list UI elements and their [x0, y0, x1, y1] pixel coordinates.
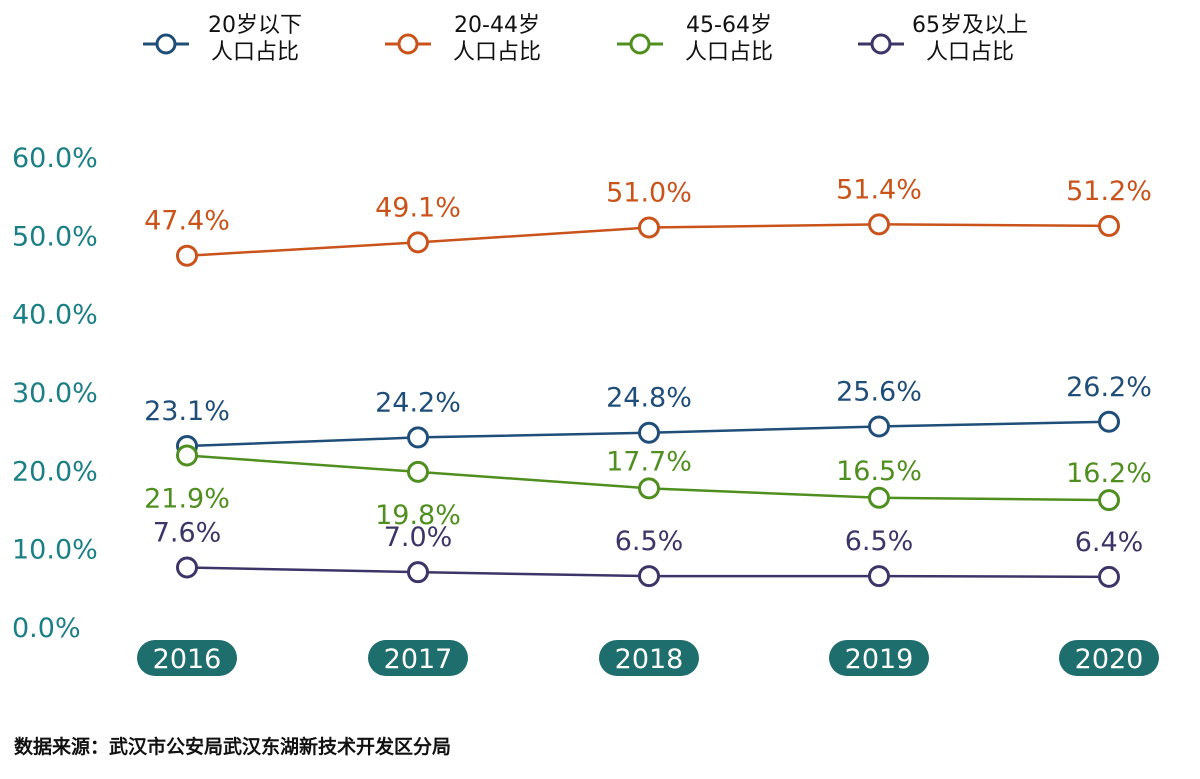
data-point — [176, 444, 198, 467]
data-point — [868, 213, 890, 236]
y-axis: 0.0% 10.0% 20.0% 30.0% 40.0% 50.0% 60.0% — [12, 143, 98, 644]
x-tick-label: 2018 — [615, 644, 684, 675]
data-point — [868, 415, 890, 438]
data-label: 21.9% — [144, 483, 230, 514]
data-point — [868, 565, 890, 588]
data-label: 51.4% — [836, 174, 922, 205]
data-label: 24.8% — [606, 383, 692, 414]
data-point — [176, 244, 198, 267]
data-label: 25.6% — [836, 376, 922, 407]
x-tick-badge-bg — [829, 640, 929, 676]
data-point — [176, 556, 198, 579]
y-tick-label: 10.0% — [12, 535, 98, 566]
data-label: 17.7% — [606, 446, 692, 477]
x-tick-label: 2017 — [384, 644, 453, 675]
data-label: 6.5% — [615, 526, 684, 557]
data-label: 7.0% — [384, 522, 453, 553]
data-label: 7.6% — [153, 517, 222, 548]
legend-marker — [870, 33, 892, 55]
series-3: 21.9% 19.8% 17.7% 16.5% 16.2% — [144, 444, 1152, 531]
data-point — [638, 477, 660, 500]
plot-area: 23.1% 24.2% 24.8% 25.6% 26.2% 47.4% 49.1% 51.0%… — [144, 174, 1152, 588]
x-tick-badge: 2019 — [829, 640, 929, 676]
data-point — [868, 486, 890, 509]
data-label: 16.5% — [836, 456, 922, 487]
legend-label: 人口占比 — [211, 40, 299, 65]
data-point — [1098, 565, 1120, 588]
data-point — [407, 460, 429, 483]
data-label: 49.1% — [375, 192, 461, 223]
data-label: 23.1% — [144, 396, 230, 427]
source-note: 数据来源：武汉市公安局武汉东湖新技术开发区分局 — [14, 735, 451, 758]
data-point — [407, 561, 429, 584]
x-tick-label: 2019 — [845, 644, 914, 675]
data-label: 51.0% — [606, 178, 692, 209]
y-tick-label: 20.0% — [12, 456, 98, 487]
legend-label: 人口占比 — [453, 40, 541, 65]
x-tick-badge: 2020 — [1059, 640, 1159, 676]
data-point — [1098, 410, 1120, 433]
legend-label: 45-64岁 — [686, 13, 772, 38]
data-label: 6.4% — [1075, 527, 1144, 558]
data-point — [638, 565, 660, 588]
data-label: 6.5% — [845, 526, 914, 557]
y-tick-label: 40.0% — [12, 300, 98, 331]
legend-marker — [155, 33, 177, 55]
x-tick-badge: 2016 — [137, 640, 237, 676]
x-tick-label: 2016 — [153, 644, 222, 675]
x-tick-badge: 2018 — [599, 640, 699, 676]
legend-label: 人口占比 — [926, 40, 1014, 65]
data-label: 19.8% — [375, 500, 461, 531]
data-label: 26.2% — [1066, 372, 1152, 403]
x-tick-badge-bg — [1059, 640, 1159, 676]
series-1: 23.1% 24.2% 24.8% 25.6% 26.2% — [144, 372, 1152, 458]
data-point — [407, 231, 429, 254]
legend-marker — [629, 33, 651, 55]
legend-label: 65岁及以上 — [912, 13, 1028, 38]
data-label: 16.2% — [1066, 458, 1152, 489]
x-tick-label: 2020 — [1075, 644, 1144, 675]
x-tick-badge: 2017 — [368, 640, 468, 676]
data-point — [638, 421, 660, 444]
series-4: 7.6% 7.0% 6.5% 6.5% 6.4% — [153, 517, 1144, 588]
y-tick-label: 0.0% — [12, 613, 81, 644]
legend-label: 人口占比 — [685, 40, 773, 65]
data-point — [407, 426, 429, 449]
legend-label: 20岁以下 — [208, 13, 302, 38]
x-tick-badge-bg — [368, 640, 468, 676]
x-axis: 2016 2017 2018 2019 2020 — [137, 640, 1159, 676]
data-point — [1098, 489, 1120, 512]
series-2: 47.4% 49.1% 51.0% 51.4% 51.2% — [144, 174, 1152, 267]
y-tick-label: 50.0% — [12, 221, 98, 252]
data-point — [1098, 214, 1120, 237]
data-point — [638, 216, 660, 239]
x-tick-badge-bg — [599, 640, 699, 676]
x-tick-badge-bg — [137, 640, 237, 676]
data-label: 47.4% — [144, 206, 230, 237]
legend-marker — [397, 33, 419, 55]
legend-label: 20-44岁 — [454, 13, 540, 38]
y-tick-label: 30.0% — [12, 378, 98, 409]
y-tick-label: 60.0% — [12, 143, 98, 174]
data-label: 51.2% — [1066, 176, 1152, 207]
data-label: 24.2% — [375, 387, 461, 418]
